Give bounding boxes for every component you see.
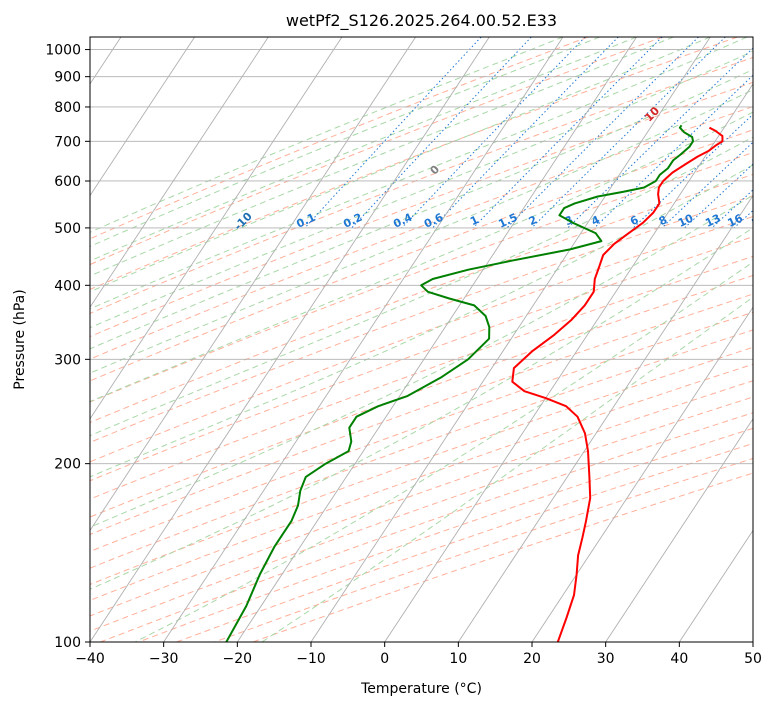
chart-title: wetPf2_S126.2025.264.00.52.E33 — [286, 11, 557, 31]
x-tick-label: 0 — [380, 651, 389, 667]
y-tick-label: 400 — [54, 278, 81, 294]
x-tick-label: 10 — [449, 651, 467, 667]
y-tick-label: 1000 — [45, 43, 81, 59]
y-axis-label: Pressure (hPa) — [12, 289, 28, 389]
y-tick-label: 900 — [54, 70, 81, 86]
y-tick-label: 600 — [54, 174, 81, 190]
x-tick-label: 40 — [670, 651, 688, 667]
y-tick-label: 700 — [54, 134, 81, 150]
x-tick-label: 20 — [523, 651, 541, 667]
x-axis-label: Temperature (°C) — [360, 681, 482, 697]
x-tick-label: 50 — [744, 651, 762, 667]
y-tick-label: 200 — [54, 457, 81, 473]
y-tick-label: 800 — [54, 100, 81, 116]
x-tick-label: −10 — [296, 651, 326, 667]
x-tick-label: −20 — [223, 651, 253, 667]
x-tick-label: −40 — [75, 651, 105, 667]
x-tick-label: −30 — [149, 651, 179, 667]
x-tick-label: 30 — [597, 651, 615, 667]
y-tick-label: 500 — [54, 221, 81, 237]
y-tick-label: 100 — [54, 635, 81, 651]
y-tick-label: 300 — [54, 352, 81, 368]
